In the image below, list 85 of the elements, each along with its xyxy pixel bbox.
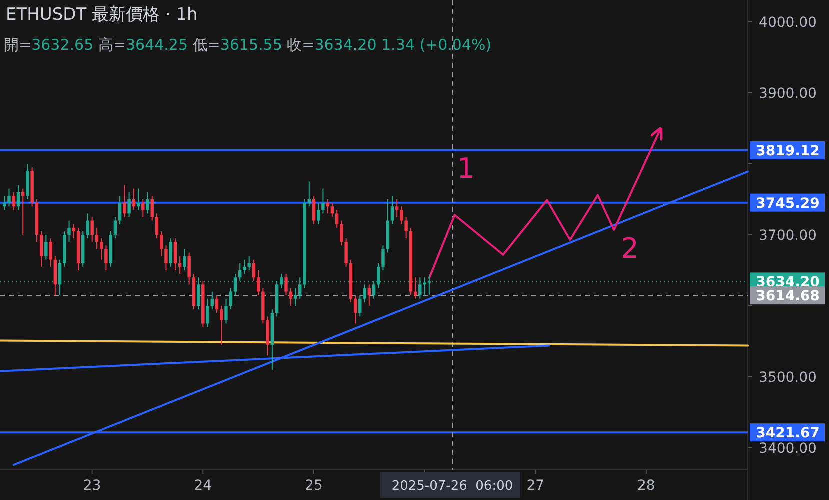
candlestick [12, 192, 16, 211]
candlestick [100, 238, 104, 260]
ref-line-label: 3421.67 [756, 426, 820, 442]
candlestick [95, 227, 99, 250]
candlestick [363, 284, 366, 303]
candlestick [316, 202, 320, 225]
candlestick [128, 192, 131, 218]
candlestick [68, 220, 71, 243]
candlestick [404, 216, 408, 240]
annotation: 1 [457, 152, 475, 185]
candlestick [220, 305, 224, 346]
candlestick [326, 199, 330, 214]
candlestick [3, 195, 6, 211]
candlestick [395, 199, 399, 218]
candlestick [142, 199, 145, 218]
candlestick [104, 245, 108, 271]
candlestick [229, 288, 232, 310]
candlestick [330, 202, 334, 218]
candlestick [252, 259, 256, 282]
y-tick-label: 3400.00 [759, 440, 817, 457]
candlestick [160, 230, 164, 257]
candlestick [21, 188, 25, 236]
chart-title: ETHUSDT 最新價格 · 1h [6, 5, 198, 25]
ref-line-label: 3745.29 [756, 196, 820, 212]
y-tick-label: 3500.00 [759, 370, 817, 386]
x-tick-label: 23 [83, 478, 102, 494]
candlestick [183, 248, 186, 271]
candlestick [335, 210, 339, 228]
candlestick [340, 220, 344, 246]
candlestick [256, 270, 260, 296]
candlestick [123, 184, 126, 218]
candlestick [44, 234, 48, 260]
ref-line-label: 2025-07-26 06:00 [392, 479, 514, 494]
candlestick [86, 213, 90, 240]
candlestick [358, 294, 362, 318]
candlestick [146, 192, 150, 214]
y-tick-label: 3700.00 [759, 228, 817, 244]
candlestick [382, 245, 385, 271]
candlestick [49, 238, 52, 268]
candlestick [40, 230, 44, 268]
candlestick [354, 294, 358, 324]
candlestick [400, 206, 404, 225]
candlestick [248, 256, 251, 271]
y-tick-label: 3900.00 [759, 86, 817, 102]
candlestick [215, 294, 219, 314]
y-tick-label: 4000.00 [759, 15, 817, 32]
x-tick-label: 28 [638, 478, 656, 494]
text: 開=3632.65 高=3644.25 低=3615.55 收=3634.20 1.34 (+0.04%) [4, 36, 492, 54]
candlestick [294, 288, 298, 306]
candlestick [132, 188, 136, 211]
candlestick [224, 298, 228, 324]
candlestick [136, 188, 140, 211]
candlestick [169, 238, 172, 268]
candlestick [155, 213, 159, 240]
candlestick [8, 188, 11, 208]
x-tick-label: 27 [526, 478, 545, 494]
candlestick [390, 195, 394, 225]
candlestick [174, 238, 178, 271]
candlestick [312, 195, 316, 225]
x-tick-label: 25 [305, 478, 323, 494]
candlestick [243, 259, 246, 275]
candlestick [178, 256, 182, 275]
candlestick [308, 181, 311, 208]
ref-line-label: 3614.68 [756, 288, 820, 305]
candlestick [164, 245, 168, 271]
candlestick [118, 195, 122, 225]
candlestick [344, 238, 348, 268]
candlestick [206, 298, 210, 328]
candlestick [289, 288, 292, 306]
candlestick [210, 291, 214, 310]
candlestick [368, 284, 371, 306]
candlestick [114, 216, 118, 240]
ref-line-label: 3819.12 [756, 143, 820, 160]
candlestick [58, 259, 62, 296]
candlestick [414, 277, 418, 300]
candlestick [284, 274, 288, 296]
candlestick [188, 252, 191, 286]
ref-line-label: 3634.20 [756, 274, 820, 291]
candlestick [72, 224, 76, 240]
candlestick [150, 195, 154, 222]
x-tick-label: 24 [194, 478, 212, 494]
annotation: 2 [621, 232, 639, 265]
candlestick [322, 188, 325, 214]
candlestick [90, 216, 94, 243]
candlestick [16, 184, 20, 211]
